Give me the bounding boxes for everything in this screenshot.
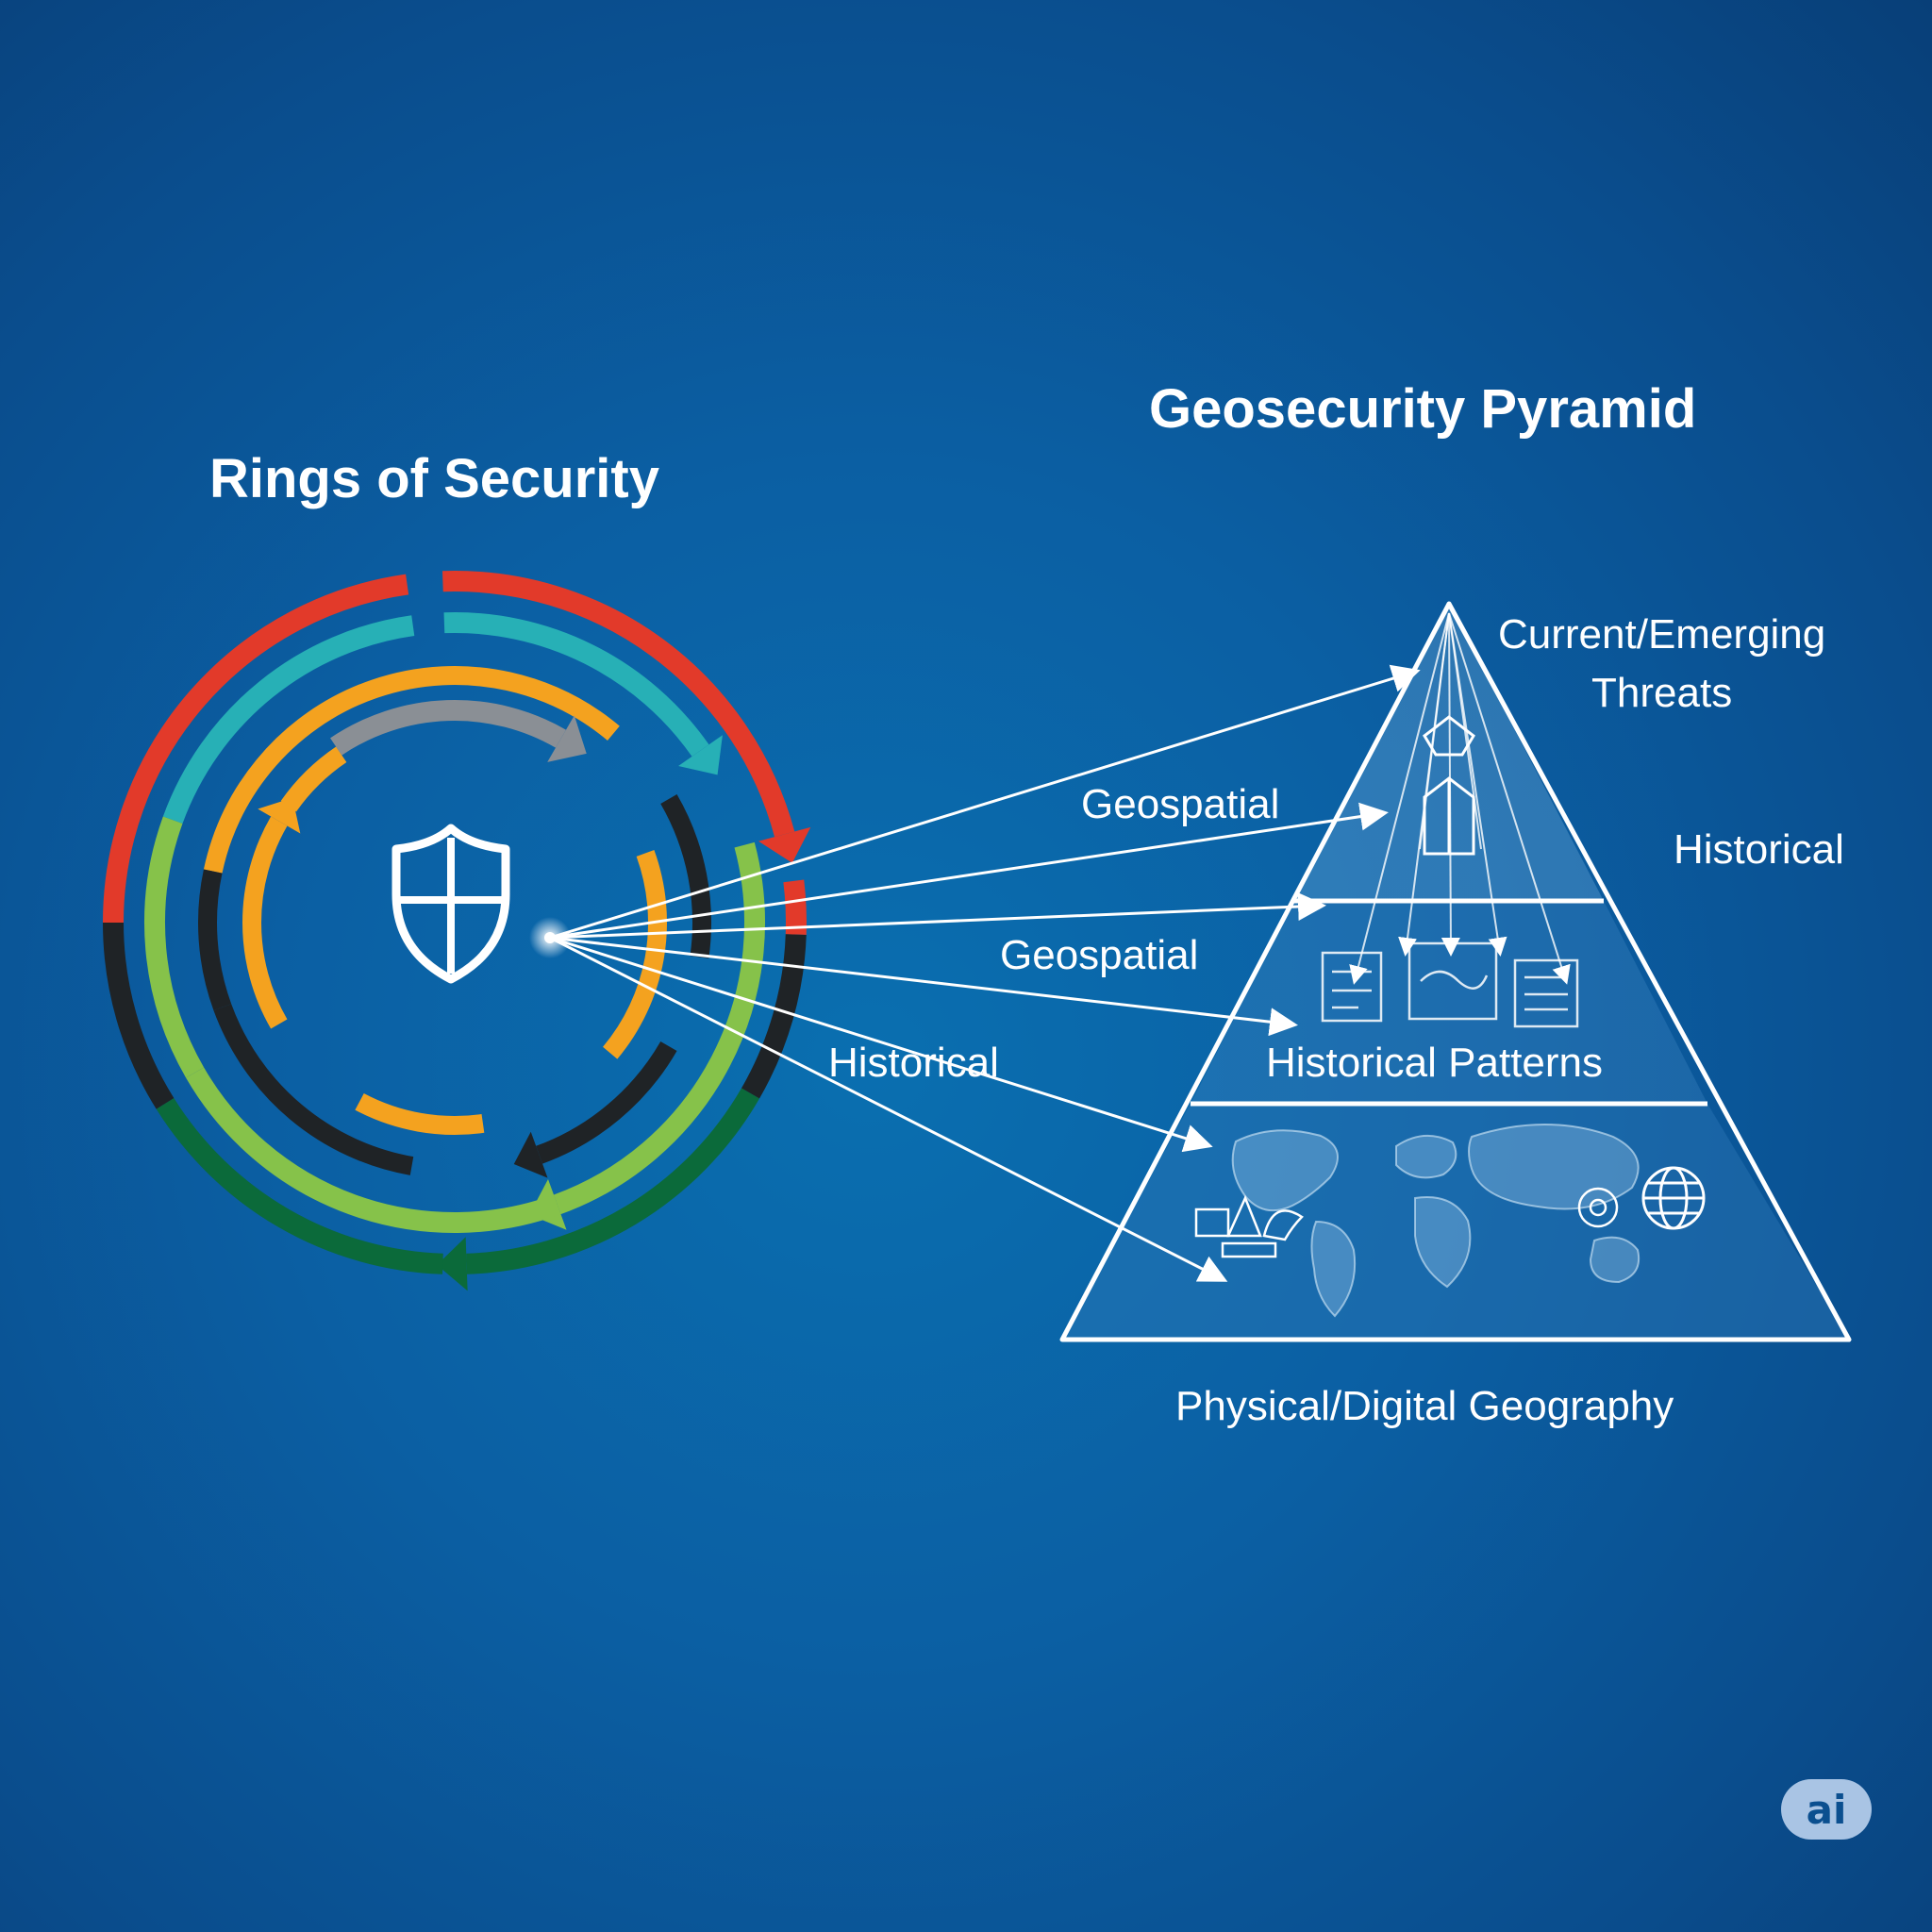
pyramid-side-label: Historical: [1674, 826, 1844, 873]
connector-label-geospatial-1: Geospatial: [1081, 781, 1280, 827]
ring-outer-red-b: [441, 571, 795, 838]
pyramid-middle-label: Historical Patterns: [1266, 1040, 1604, 1086]
ring-outer-red-b-arrowhead: [758, 826, 811, 863]
ring-orange-left-a: [242, 816, 288, 1029]
connector-label-historical: Historical: [828, 1040, 999, 1086]
pyramid-outline: [1059, 601, 1852, 1342]
ring-teal-b: [443, 612, 709, 757]
ring-gray-top: [330, 700, 566, 756]
geosecurity-pyramid: [1059, 601, 1852, 1342]
connector-label-geospatial-2: Geospatial: [1000, 932, 1199, 978]
ring-black-lower-right-arrowhead: [513, 1131, 548, 1178]
building-icon: [1423, 715, 1475, 856]
connector-arrow-4: [549, 936, 1298, 1037]
ring-outer-black-right: [741, 934, 807, 1099]
ring-gray-top-arrowhead: [547, 715, 587, 762]
ring-teal-a: [162, 615, 415, 824]
ring-teal-b-arrowhead: [678, 735, 723, 775]
pyramid-title: Geosecurity Pyramid: [1149, 378, 1697, 440]
ring-outer-green-a: [466, 1088, 760, 1274]
rings-title: Rings of Security: [209, 448, 659, 509]
pyramid-middle-tier: [1191, 901, 1707, 1104]
document-icon: [1321, 941, 1579, 1028]
ring-orange-top: [203, 666, 620, 874]
connector-arrow-2: [549, 802, 1389, 940]
ring-outer-green-b: [156, 1097, 443, 1274]
world-map-icon: [1231, 1124, 1640, 1318]
ring-outer-black-left: [103, 922, 175, 1109]
connector-arrows: [549, 664, 1421, 1282]
shield-icon: [391, 824, 510, 984]
ring-outer-red-a: [103, 574, 409, 924]
ring-orange-left-b: [280, 746, 347, 812]
ring-lime-bottom: [186, 1067, 561, 1233]
pyramid-top-label: Current/Emerging Threats: [1498, 611, 1826, 716]
connector-arrow-1: [549, 664, 1421, 940]
ring-black-lower-right: [536, 1041, 677, 1164]
ring-black-left: [198, 869, 232, 1011]
globe-icon: [1641, 1166, 1706, 1230]
rings-of-security: [103, 571, 811, 1291]
target-icon: [1577, 1187, 1619, 1228]
ring-orange-right: [603, 850, 667, 1059]
ring-lime-left: [144, 816, 205, 1078]
ring-outer-green-a-arrowhead: [437, 1237, 468, 1291]
ai-badge: ai: [1781, 1779, 1872, 1840]
ring-orange-bottom: [355, 1092, 485, 1135]
ring-lime-right: [553, 841, 765, 1215]
ring-black-right: [660, 794, 711, 958]
pyramid-bottom-tier: [1062, 1104, 1849, 1340]
connector-arrow-6: [549, 936, 1228, 1282]
ring-outer-red-c: [783, 879, 807, 936]
infrastructure-icon: [1194, 1194, 1304, 1258]
ring-black-bottom: [213, 1004, 414, 1175]
connector-arrow-5: [549, 936, 1213, 1153]
pyramid-bottom-label: Physical/Digital Geography: [1175, 1383, 1674, 1429]
connector-arrow-3: [549, 892, 1326, 940]
